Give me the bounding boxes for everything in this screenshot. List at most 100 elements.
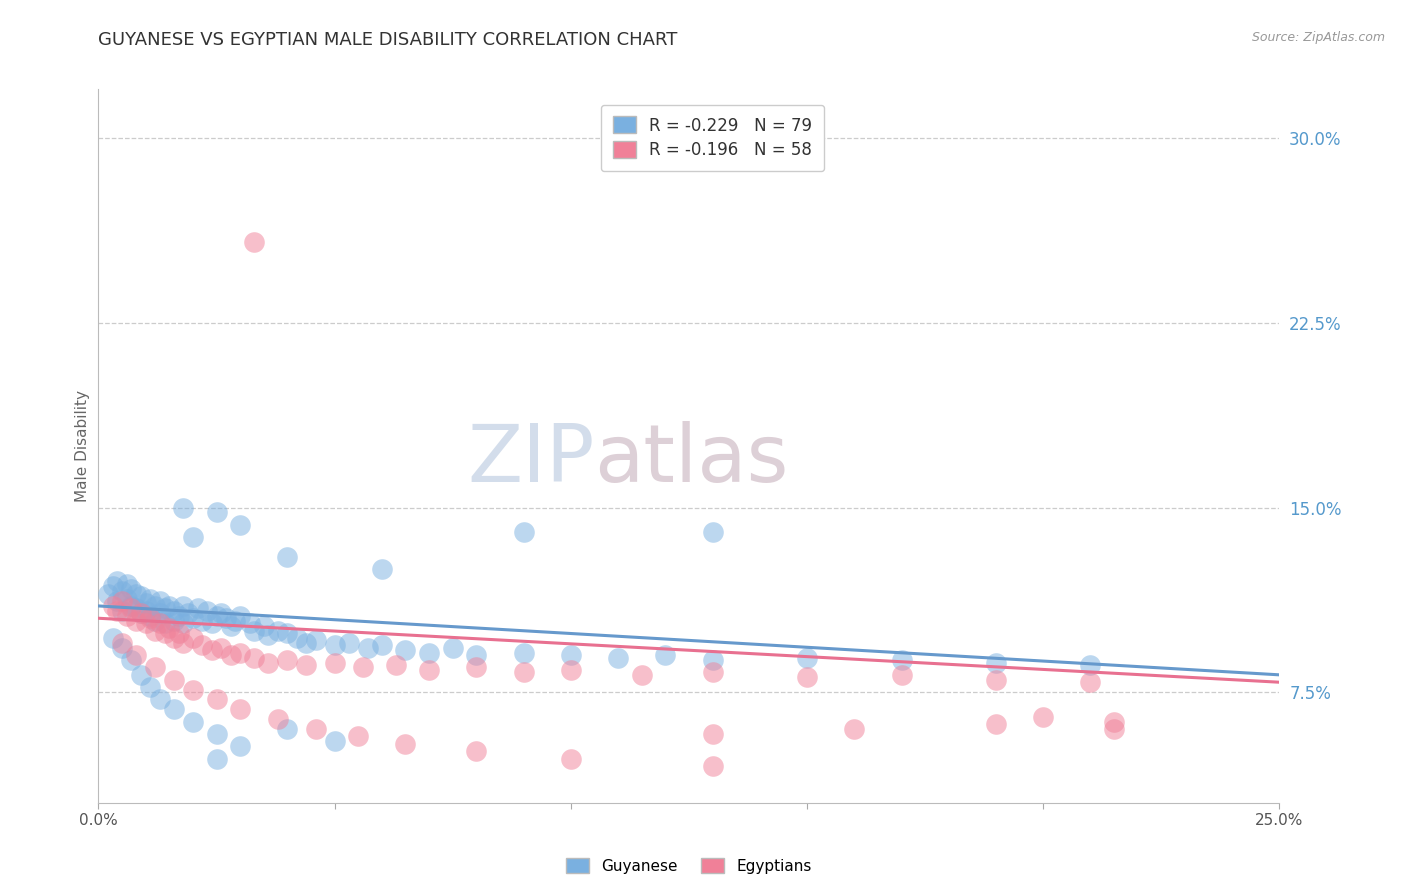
Point bbox=[101, 631, 124, 645]
Point bbox=[167, 626, 190, 640]
Point bbox=[560, 663, 582, 677]
Point bbox=[172, 599, 194, 613]
Point bbox=[115, 608, 138, 623]
Point bbox=[702, 727, 724, 741]
Point bbox=[257, 656, 280, 670]
Point bbox=[209, 640, 232, 655]
Text: Source: ZipAtlas.com: Source: ZipAtlas.com bbox=[1251, 31, 1385, 45]
Point bbox=[243, 624, 266, 638]
Point bbox=[702, 525, 724, 540]
Point bbox=[465, 660, 488, 674]
Point bbox=[371, 638, 394, 652]
Point bbox=[984, 673, 1007, 687]
Point bbox=[890, 668, 912, 682]
Point bbox=[465, 744, 488, 758]
Point bbox=[276, 653, 298, 667]
Point bbox=[157, 599, 180, 613]
Point bbox=[163, 604, 186, 618]
Point bbox=[129, 589, 152, 603]
Point bbox=[229, 517, 252, 532]
Point bbox=[129, 607, 152, 621]
Point bbox=[105, 604, 128, 618]
Point bbox=[125, 648, 148, 662]
Point bbox=[267, 624, 290, 638]
Point bbox=[560, 751, 582, 765]
Point bbox=[205, 751, 228, 765]
Point bbox=[149, 692, 172, 706]
Point bbox=[149, 607, 172, 621]
Point bbox=[219, 618, 242, 632]
Point bbox=[239, 616, 262, 631]
Point bbox=[135, 616, 157, 631]
Text: atlas: atlas bbox=[595, 421, 789, 500]
Point bbox=[105, 594, 128, 608]
Point bbox=[111, 604, 134, 618]
Point bbox=[243, 235, 266, 249]
Point bbox=[796, 650, 818, 665]
Point bbox=[357, 640, 380, 655]
Point bbox=[177, 607, 200, 621]
Point bbox=[149, 616, 172, 631]
Point bbox=[172, 636, 194, 650]
Point bbox=[121, 601, 143, 615]
Point bbox=[181, 714, 204, 729]
Point bbox=[172, 500, 194, 515]
Point bbox=[163, 631, 186, 645]
Point bbox=[257, 628, 280, 642]
Y-axis label: Male Disability: Male Disability bbox=[75, 390, 90, 502]
Point bbox=[111, 584, 134, 599]
Point bbox=[111, 636, 134, 650]
Point bbox=[101, 579, 124, 593]
Point bbox=[224, 614, 246, 628]
Legend: R = -0.229   N = 79, R = -0.196   N = 58: R = -0.229 N = 79, R = -0.196 N = 58 bbox=[600, 104, 824, 171]
Point bbox=[105, 574, 128, 589]
Text: ZIP: ZIP bbox=[467, 421, 595, 500]
Point bbox=[323, 656, 346, 670]
Point bbox=[441, 640, 464, 655]
Point bbox=[305, 633, 328, 648]
Point bbox=[111, 594, 134, 608]
Point bbox=[512, 525, 534, 540]
Point bbox=[385, 658, 408, 673]
Point bbox=[1080, 658, 1102, 673]
Point bbox=[129, 607, 152, 621]
Point bbox=[796, 670, 818, 684]
Point bbox=[143, 599, 166, 613]
Point bbox=[295, 658, 318, 673]
Point bbox=[125, 601, 148, 615]
Point bbox=[205, 608, 228, 623]
Point bbox=[323, 734, 346, 748]
Point bbox=[115, 576, 138, 591]
Point bbox=[163, 702, 186, 716]
Point bbox=[394, 643, 416, 657]
Point bbox=[205, 727, 228, 741]
Text: GUYANESE VS EGYPTIAN MALE DISABILITY CORRELATION CHART: GUYANESE VS EGYPTIAN MALE DISABILITY COR… bbox=[98, 31, 678, 49]
Point bbox=[229, 646, 252, 660]
Point bbox=[101, 599, 124, 613]
Point bbox=[139, 591, 162, 606]
Point bbox=[418, 663, 440, 677]
Point bbox=[111, 640, 134, 655]
Point bbox=[153, 616, 176, 631]
Point bbox=[465, 648, 488, 662]
Point bbox=[229, 608, 252, 623]
Point bbox=[195, 604, 218, 618]
Point bbox=[149, 594, 172, 608]
Point bbox=[121, 653, 143, 667]
Point bbox=[512, 646, 534, 660]
Point bbox=[139, 680, 162, 694]
Point bbox=[143, 614, 166, 628]
Point bbox=[129, 668, 152, 682]
Point bbox=[630, 668, 652, 682]
Point bbox=[191, 638, 214, 652]
Point bbox=[1032, 709, 1054, 723]
Point bbox=[702, 665, 724, 680]
Point bbox=[276, 549, 298, 564]
Point bbox=[121, 599, 143, 613]
Point bbox=[121, 582, 143, 596]
Point bbox=[205, 692, 228, 706]
Point bbox=[181, 682, 204, 697]
Point bbox=[187, 601, 209, 615]
Point bbox=[205, 505, 228, 519]
Point bbox=[229, 739, 252, 754]
